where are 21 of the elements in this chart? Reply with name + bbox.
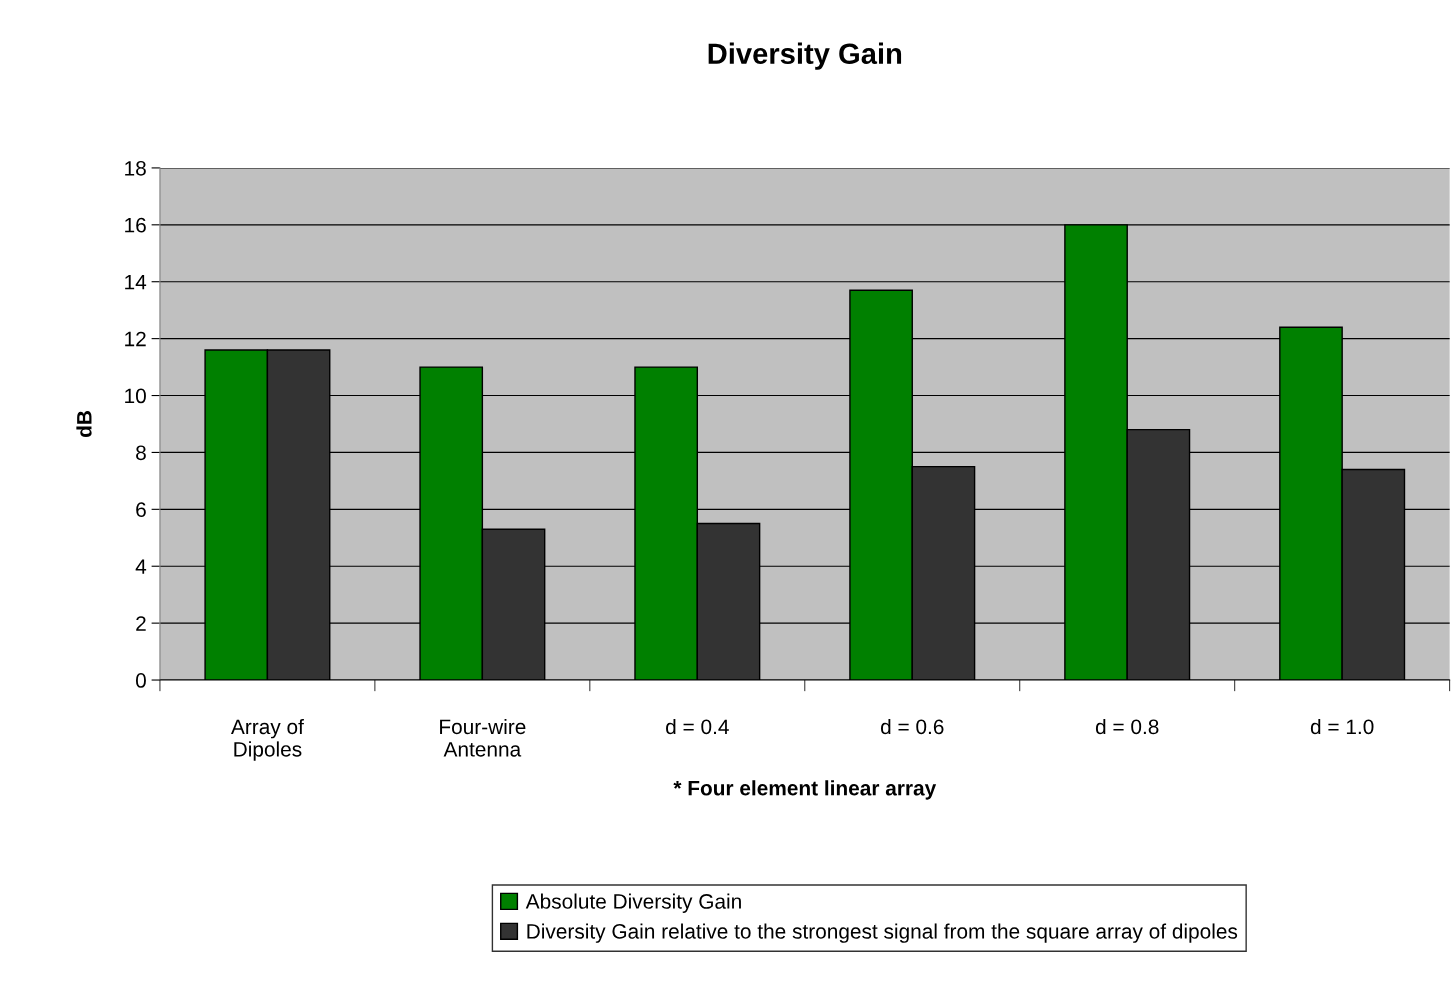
x-tick-label: Four-wire Antenna bbox=[440, 718, 526, 757]
chart-title: Diversity Gain bbox=[708, 42, 902, 70]
y-tick-label: 2 bbox=[136, 616, 146, 631]
y-tick-label: 18 bbox=[125, 160, 146, 176]
legend-label: Diversity Gain relative to the strongest signal from the square array of dipoles bbox=[527, 923, 1238, 943]
y-tick-label: 0 bbox=[135, 673, 146, 688]
y-tick-label: 14 bbox=[125, 274, 147, 290]
y-tick-label: 6 bbox=[136, 502, 146, 518]
x-axis-title: * Four element linear array bbox=[673, 780, 937, 800]
y-tick-label: 12 bbox=[125, 331, 146, 347]
x-tick-label: d = 0.8 bbox=[1095, 718, 1159, 735]
x-tick-label: Array of Dipoles bbox=[230, 718, 304, 761]
y-tick-label: 8 bbox=[136, 445, 146, 461]
y-tick-label: 10 bbox=[125, 388, 146, 404]
x-tick-label: d = 0.4 bbox=[666, 718, 729, 735]
legend-label: Absolute Diversity Gain bbox=[525, 893, 741, 913]
x-tick-label: d = 0.6 bbox=[881, 718, 944, 735]
x-tick-label: d = 1.0 bbox=[1310, 718, 1374, 735]
y-axis-title: dB bbox=[76, 411, 92, 438]
y-tick-label: 16 bbox=[125, 217, 146, 233]
y-tick-label: 4 bbox=[135, 559, 147, 574]
